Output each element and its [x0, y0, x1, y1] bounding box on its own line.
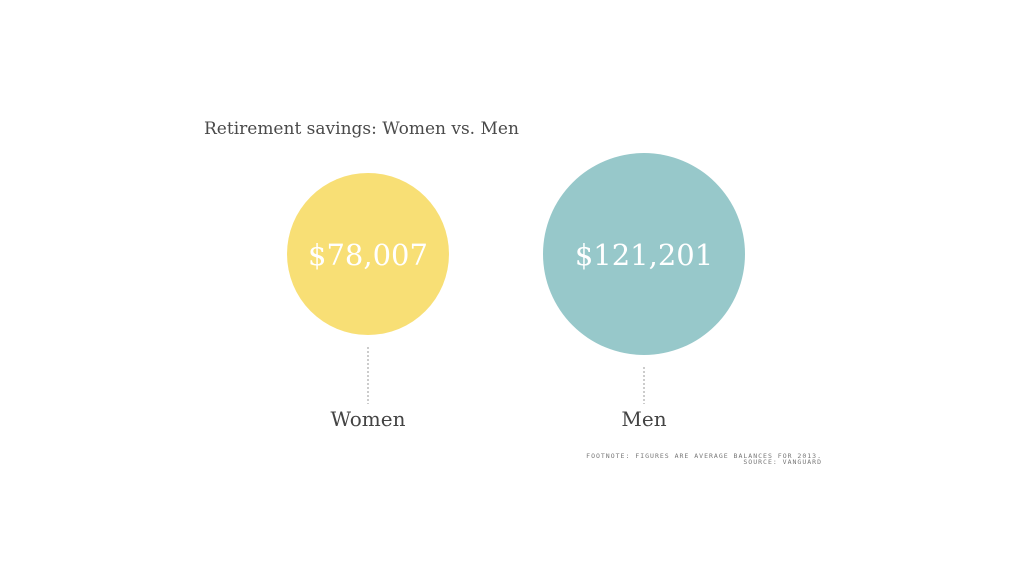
- bubble-men: [543, 153, 745, 355]
- value-label-women: $78,007: [308, 238, 428, 272]
- bubble-group: $78,007 Women $121,201 Men: [287, 153, 745, 431]
- source-text: SOURCE: VANGUARD: [743, 458, 822, 466]
- bubble-women: [287, 173, 449, 335]
- chart-title: Retirement savings: Women vs. Men: [204, 119, 519, 139]
- value-label-men: $121,201: [575, 238, 713, 272]
- footnote-text: FOOTNOTE: FIGURES ARE AVERAGE BALANCES F…: [586, 452, 822, 460]
- category-label-men: Men: [621, 407, 666, 431]
- category-label-women: Women: [331, 407, 406, 431]
